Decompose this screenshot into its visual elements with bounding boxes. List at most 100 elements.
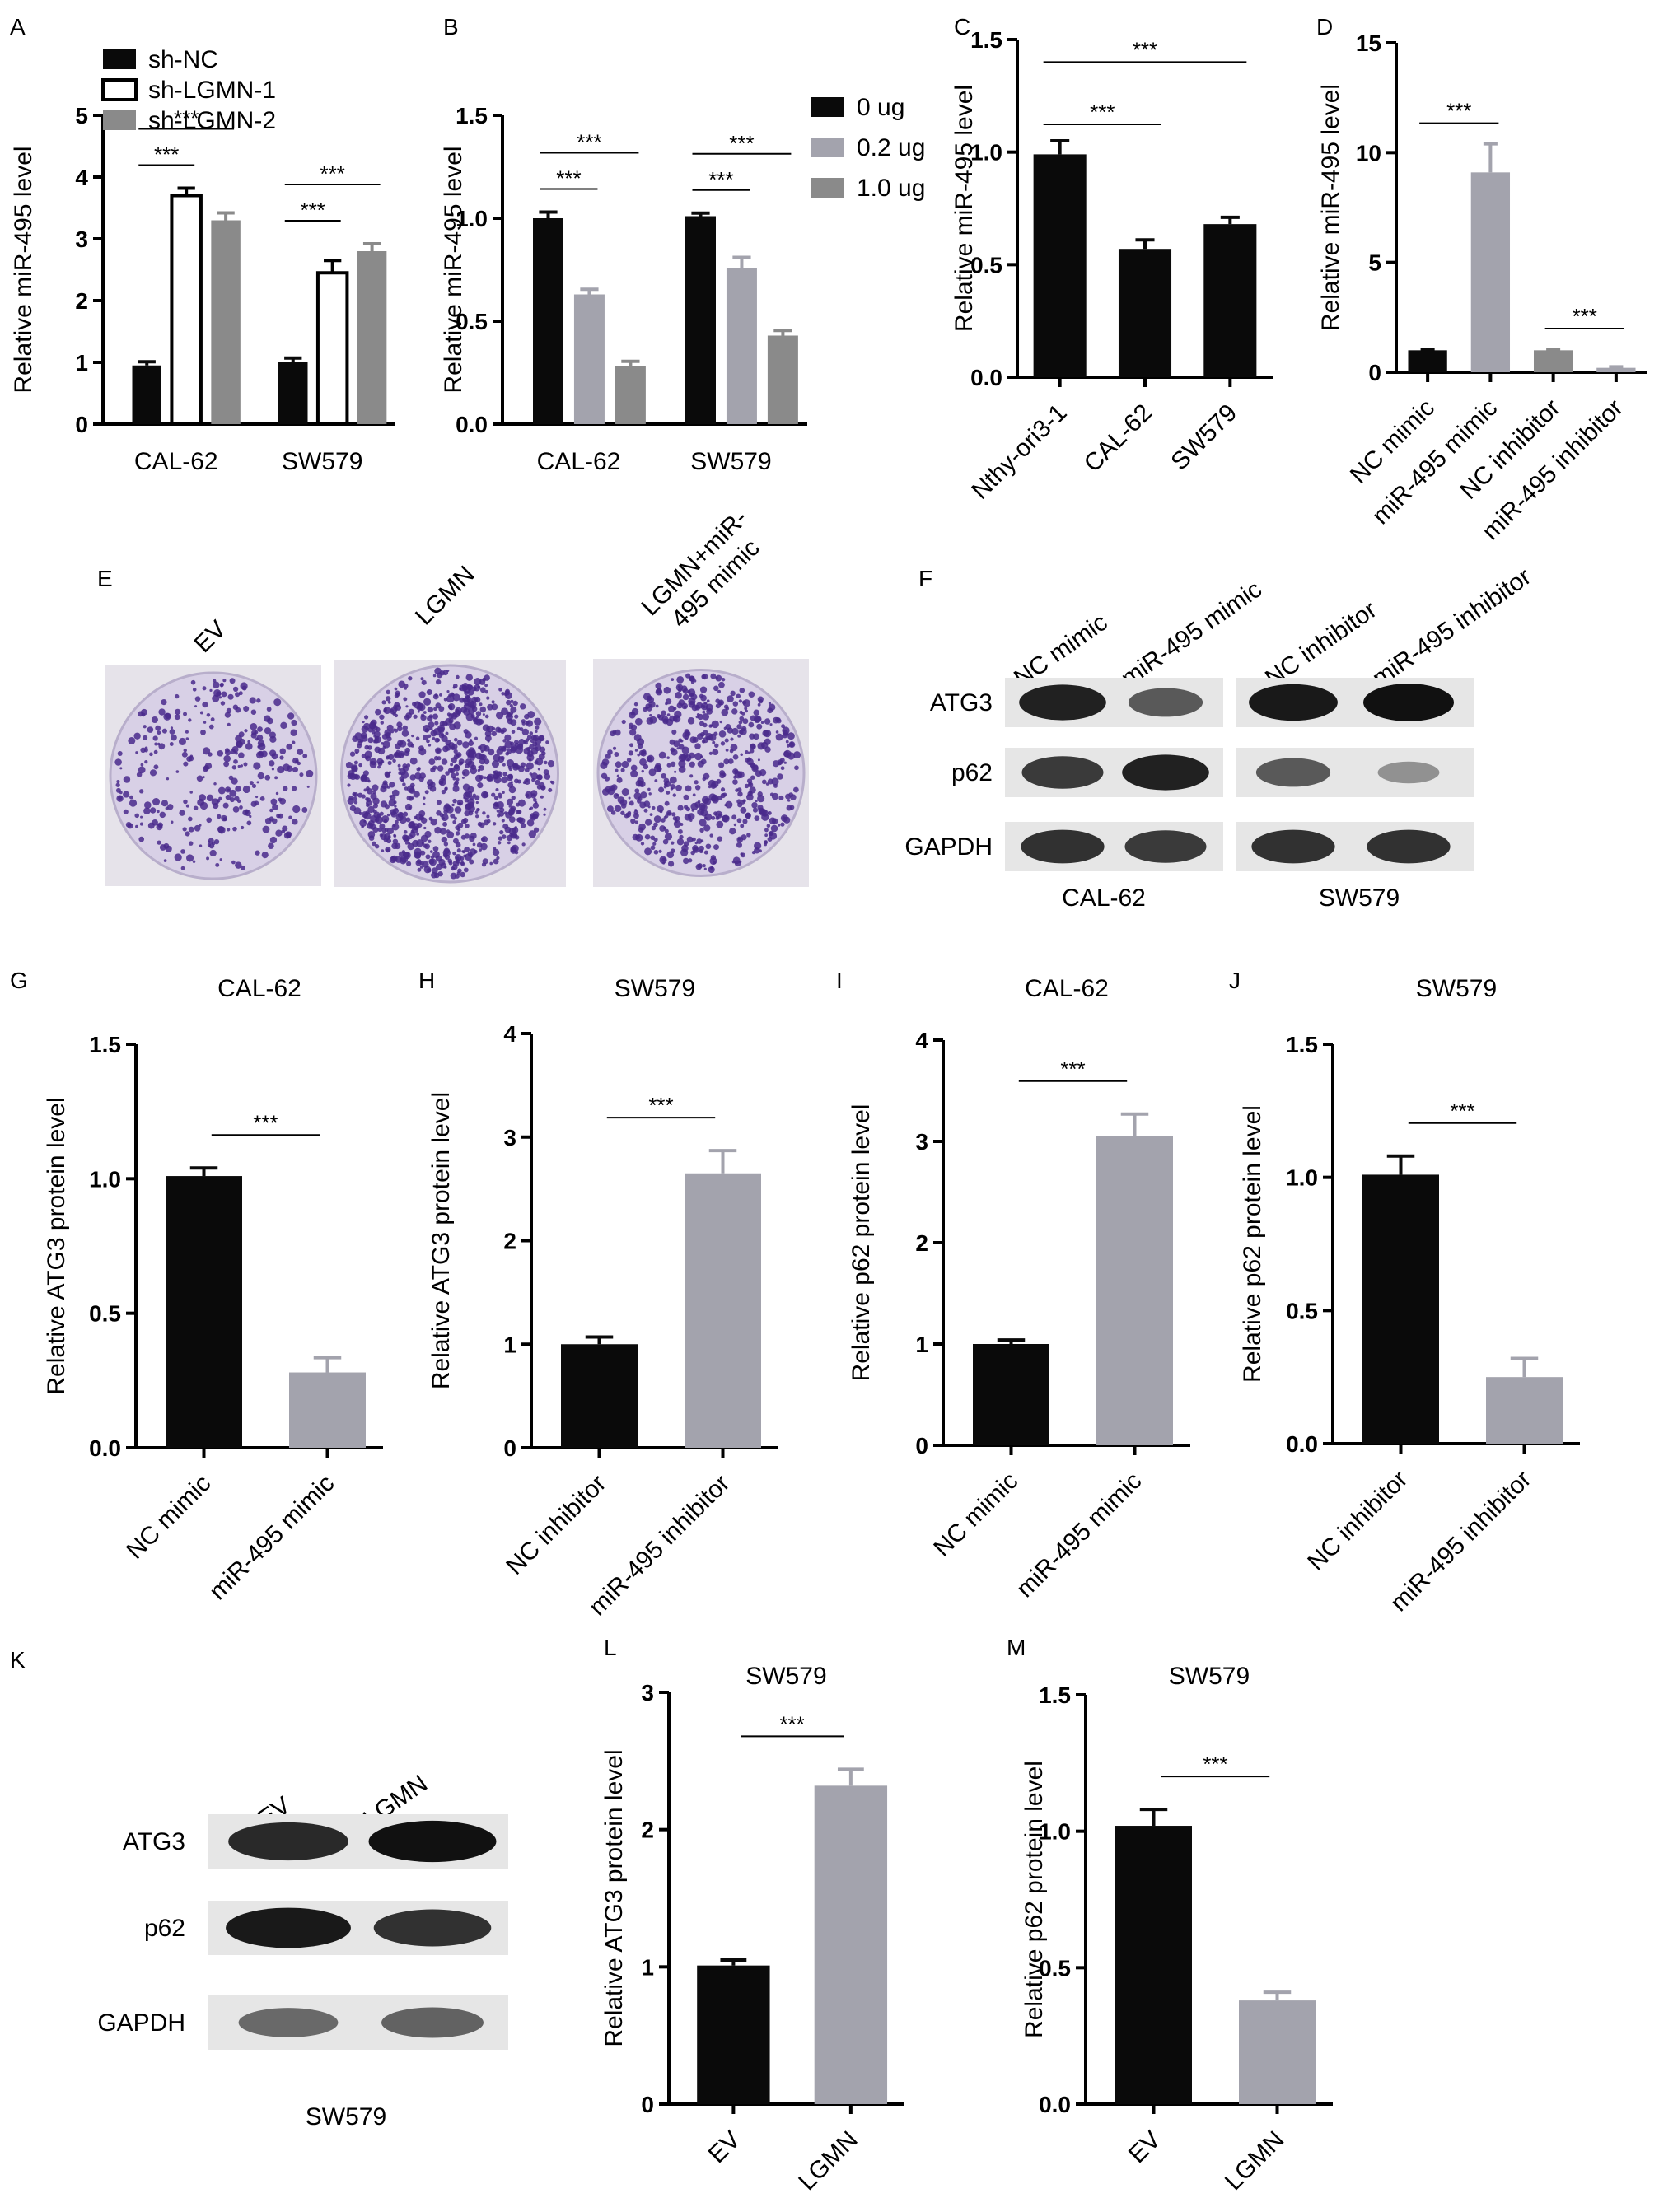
lane-label: miR-495 inhibitor <box>1367 563 1536 693</box>
colony <box>749 786 756 794</box>
colony <box>465 674 474 681</box>
colony <box>405 705 409 708</box>
colony <box>460 761 464 765</box>
x-tick-label-J: NC inhibitor <box>1302 1466 1413 1576</box>
colony <box>682 693 689 701</box>
colony <box>689 761 695 768</box>
colony <box>669 776 677 784</box>
legend-swatch-A <box>101 78 138 101</box>
bar-A <box>357 251 387 424</box>
colony <box>163 859 167 862</box>
colony <box>403 697 408 702</box>
colony <box>253 762 261 770</box>
colony <box>634 717 643 726</box>
colony <box>651 825 657 831</box>
colony <box>401 730 409 737</box>
colony <box>438 858 446 866</box>
colony <box>482 713 485 716</box>
bar-D <box>1596 367 1636 372</box>
colony <box>702 713 710 721</box>
colony <box>390 730 395 734</box>
colony-dish <box>593 659 809 887</box>
colony <box>254 800 259 806</box>
colony <box>280 721 287 730</box>
colony <box>537 768 540 771</box>
colony <box>640 750 647 757</box>
colony <box>731 708 738 715</box>
bar-L <box>814 1785 888 2104</box>
colony <box>190 679 196 685</box>
colony <box>757 696 764 702</box>
colony <box>456 740 463 746</box>
panel-label-H: H <box>418 968 435 993</box>
colony <box>465 853 472 861</box>
y-tick-label-J: 0.0 <box>1286 1431 1318 1457</box>
colony <box>666 756 670 759</box>
colony <box>453 763 460 770</box>
colony <box>414 852 422 859</box>
colony <box>441 836 448 843</box>
colony <box>436 748 441 754</box>
colony <box>183 799 188 805</box>
colony <box>708 751 713 755</box>
colony <box>535 758 544 766</box>
colony <box>649 714 652 717</box>
colony <box>482 858 488 865</box>
colony <box>375 726 381 732</box>
colony <box>664 782 668 787</box>
y-tick-label-C: 0.5 <box>970 252 1002 278</box>
colony <box>709 724 713 727</box>
chart-G: G CAL-62 0.0 0.5 1.0 1.5 Relative ATG3 protein… <box>10 968 383 1605</box>
colony <box>455 831 460 836</box>
panel-label-D: D <box>1316 14 1333 40</box>
legend-swatch-A <box>103 110 136 130</box>
significance-label-H: *** <box>648 1093 673 1118</box>
significance-label-M: *** <box>1203 1752 1227 1776</box>
colony <box>657 714 664 721</box>
colony <box>529 731 534 735</box>
colony <box>764 746 771 753</box>
colony <box>153 764 159 770</box>
colony <box>523 747 531 755</box>
bar-H <box>685 1173 761 1448</box>
colony <box>411 734 414 738</box>
colony <box>420 677 424 681</box>
colony <box>264 818 272 824</box>
blot-band <box>1021 829 1105 864</box>
colony <box>675 784 682 791</box>
y-tick-label-L: 2 <box>641 1818 654 1843</box>
colony <box>232 826 237 832</box>
colony <box>230 749 236 754</box>
y-tick-label-A: 4 <box>75 165 88 190</box>
colony <box>516 779 521 784</box>
colony <box>271 768 274 771</box>
colony <box>456 753 460 758</box>
colony <box>389 782 395 788</box>
colony <box>370 719 377 726</box>
colony <box>746 778 753 784</box>
colony <box>638 781 646 788</box>
colony <box>493 858 499 865</box>
colony <box>353 760 358 765</box>
colony <box>664 828 669 833</box>
colony <box>200 729 206 735</box>
y-axis-label-C: Relative miR-495 level <box>951 85 978 332</box>
colony <box>364 744 370 750</box>
colony <box>711 720 719 729</box>
bar-B <box>533 218 563 424</box>
colony <box>665 702 668 706</box>
colony <box>647 695 652 701</box>
colony <box>746 757 752 762</box>
colony <box>700 839 704 842</box>
colony <box>219 858 222 861</box>
colony <box>372 797 380 805</box>
colony <box>240 764 244 768</box>
colony <box>231 765 237 770</box>
colony <box>434 721 439 726</box>
colony <box>379 811 384 816</box>
colony <box>512 827 519 833</box>
colony <box>653 822 658 828</box>
colony <box>543 807 547 811</box>
significance-label-D: *** <box>1446 99 1471 124</box>
